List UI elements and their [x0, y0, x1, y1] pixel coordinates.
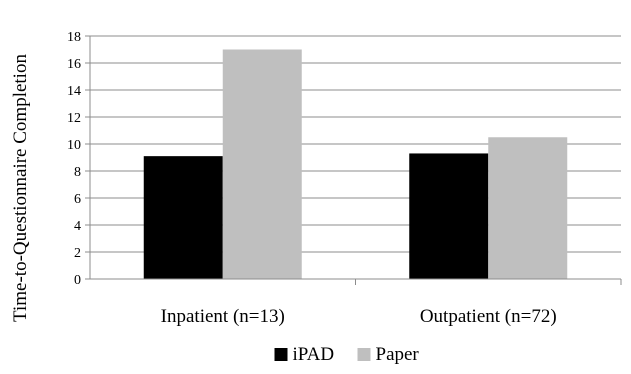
legend-label-ipad: iPAD [293, 344, 335, 365]
y-tick-label: 16 [67, 57, 81, 72]
y-tick-label: 2 [74, 246, 81, 261]
y-tick-labels: 0 2 4 6 8 10 12 14 16 18 [67, 30, 81, 288]
legend-swatch-paper [357, 348, 371, 361]
bar-paper-2 [488, 137, 568, 279]
y-tick-label: 14 [67, 84, 81, 99]
y-tick-label: 18 [67, 30, 81, 45]
y-tick-label: 4 [74, 219, 81, 234]
y-tick-label: 6 [74, 192, 81, 207]
bar-paper-1 [222, 49, 302, 279]
legend: iPAD Paper [274, 344, 420, 365]
y-tick-label: 0 [74, 273, 81, 288]
y-tick-label: 12 [67, 111, 81, 126]
x-category-label: Outpatient (n=72) [420, 306, 557, 327]
x-category-labels: Inpatient (n=13) Outpatient (n=72) [161, 306, 557, 327]
legend-label-paper: Paper [376, 344, 420, 365]
y-tick-label: 10 [67, 138, 81, 153]
y-tick-label: 8 [74, 165, 81, 180]
bar-ipad-1 [143, 156, 223, 279]
legend-swatch-ipad [274, 348, 288, 361]
axes [85, 35, 622, 285]
x-category-label: Inpatient (n=13) [161, 306, 285, 327]
bars [143, 49, 568, 279]
y-axis-label: Time-to-Questionnaire Completion [10, 54, 31, 322]
bar-ipad-2 [409, 153, 489, 279]
